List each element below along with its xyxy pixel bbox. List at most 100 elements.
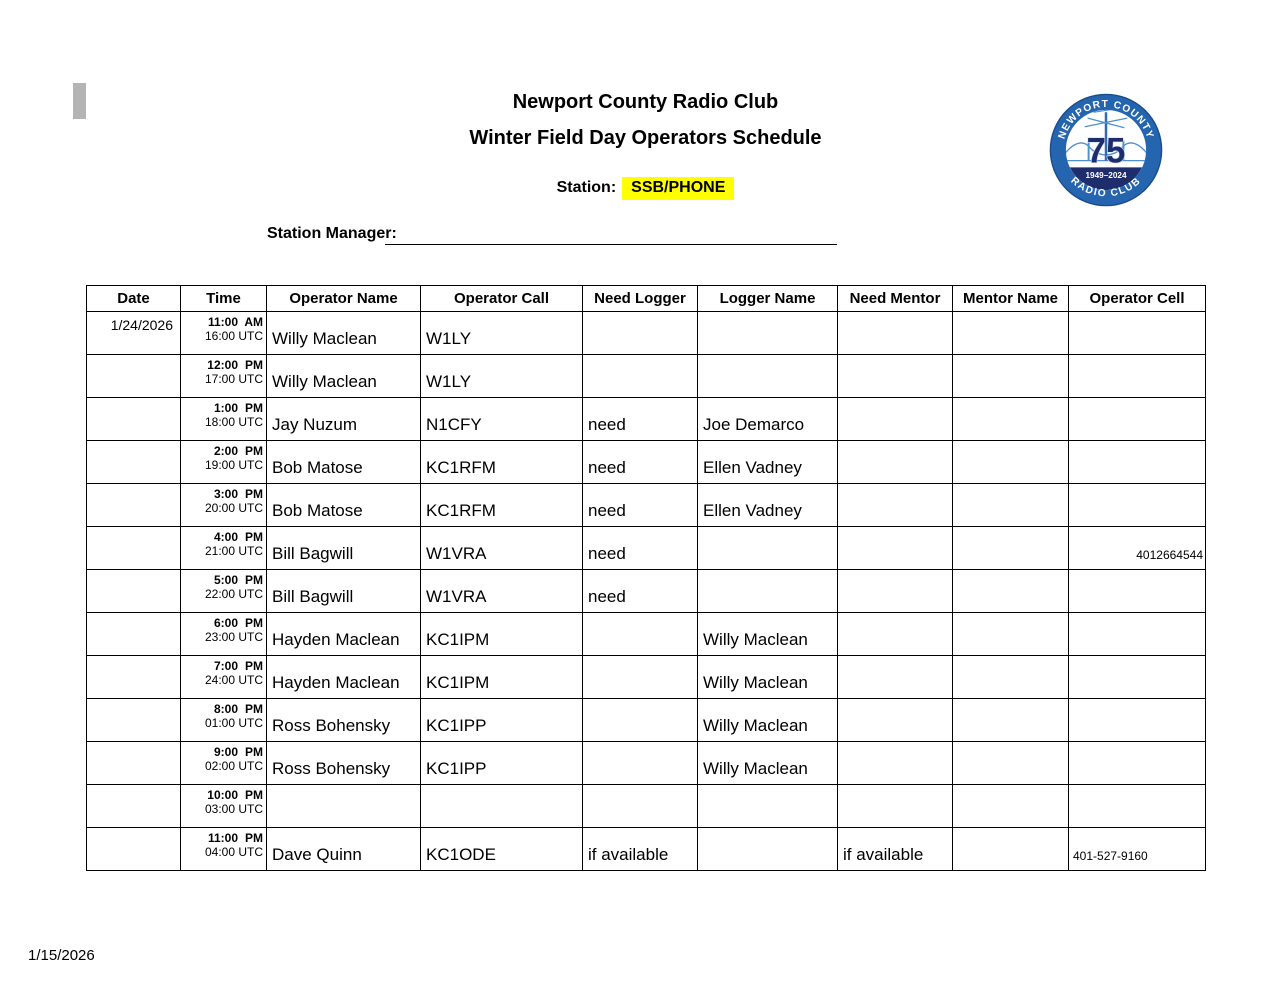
cell-operator-call: KC1IPP (420, 741, 583, 785)
cell-need-logger (582, 311, 698, 355)
cell-operator-cell (1068, 397, 1206, 441)
cell-date (86, 741, 181, 785)
cell-need-logger (582, 741, 698, 785)
time-meridiem: PM (245, 573, 263, 587)
cell-operator-cell (1068, 354, 1206, 398)
cell-logger-name (697, 784, 838, 828)
cell-operator-name: Hayden Maclean (266, 612, 421, 656)
time-local: 9:00 (213, 745, 238, 759)
cell-operator-cell (1068, 440, 1206, 484)
cell-need-mentor (837, 698, 953, 742)
cell-date (86, 784, 181, 828)
time-utc: 21:00 UTC (204, 544, 263, 558)
table-row: 1/24/2026 11:00 AM 16:00 UTC Willy Maclea… (86, 311, 1206, 355)
cell-logger-name: Ellen Vadney (697, 440, 838, 484)
cell-need-mentor (837, 741, 953, 785)
cell-date (86, 526, 181, 570)
cell-need-logger: if available (582, 827, 698, 871)
cell-mentor-name (952, 784, 1069, 828)
cell-time: 5:00 PM 22:00 UTC (180, 569, 267, 613)
cell-need-logger: need (582, 483, 698, 527)
cell-mentor-name (952, 311, 1069, 355)
time-utc: 18:00 UTC (204, 415, 263, 429)
cell-time: 6:00 PM 23:00 UTC (180, 612, 267, 656)
cell-operator-cell (1068, 612, 1206, 656)
time-local: 4:00 (213, 530, 238, 544)
cell-time: 8:00 PM 01:00 UTC (180, 698, 267, 742)
cell-operator-name: Ross Bohensky (266, 698, 421, 742)
time-local: 12:00 (207, 358, 238, 372)
table-row: 5:00 PM 22:00 UTC Bill Bagwill W1VRA need (86, 569, 1206, 613)
cell-need-mentor (837, 612, 953, 656)
cell-date: 1/24/2026 (86, 311, 181, 355)
table-row: 9:00 PM 02:00 UTC Ross Bohensky KC1IPP Wi… (86, 741, 1206, 785)
cell-operator-call: KC1RFM (420, 440, 583, 484)
cell-operator-call: W1VRA (420, 526, 583, 570)
cell-need-mentor (837, 311, 953, 355)
cell-operator-name: Bob Matose (266, 440, 421, 484)
time-utc: 22:00 UTC (204, 587, 263, 601)
cell-operator-cell (1068, 483, 1206, 527)
time-meridiem: PM (245, 616, 263, 630)
cell-need-logger (582, 612, 698, 656)
cell-operator-name: Willy Maclean (266, 311, 421, 355)
page-title-line1: Newport County Radio Club (512, 91, 779, 113)
cell-operator-name: Jay Nuzum (266, 397, 421, 441)
cell-mentor-name (952, 483, 1069, 527)
station-manager-blank-line (385, 230, 837, 245)
logo-anniversary-number: 75 (1087, 132, 1126, 171)
station-row: Station: SSB/PHONE (86, 177, 1205, 200)
cell-logger-name (697, 354, 838, 398)
table-row: 12:00 PM 17:00 UTC Willy Maclean W1LY (86, 354, 1206, 398)
time-utc: 19:00 UTC (204, 458, 263, 472)
table-row: 7:00 PM 24:00 UTC Hayden Maclean KC1IPM W… (86, 655, 1206, 699)
time-local: 10:00 (207, 788, 238, 802)
cell-need-logger (582, 698, 698, 742)
cell-date (86, 655, 181, 699)
column-header-mentor-name: Mentor Name (952, 285, 1069, 312)
table-row: 1:00 PM 18:00 UTC Jay Nuzum N1CFY need Jo… (86, 397, 1206, 441)
cell-operator-name: Hayden Maclean (266, 655, 421, 699)
cell-operator-cell (1068, 569, 1206, 613)
cell-logger-name (697, 569, 838, 613)
column-header-logger-name: Logger Name (697, 285, 838, 312)
time-utc: 24:00 UTC (204, 673, 263, 687)
page-title-line2: Winter Field Day Operators Schedule (469, 127, 822, 149)
cell-operator-call: KC1IPP (420, 698, 583, 742)
table-row: 8:00 PM 01:00 UTC Ross Bohensky KC1IPP Wi… (86, 698, 1206, 742)
column-header-need-mentor: Need Mentor (837, 285, 953, 312)
cell-logger-name: Joe Demarco (697, 397, 838, 441)
time-meridiem: PM (245, 745, 263, 759)
time-local: 11:00 (207, 315, 238, 329)
time-utc: 02:00 UTC (204, 759, 263, 773)
cell-operator-call: W1VRA (420, 569, 583, 613)
column-header-operator-name: Operator Name (266, 285, 421, 312)
cell-logger-name (697, 827, 838, 871)
station-value-highlight: SSB/PHONE (622, 177, 735, 200)
cell-need-mentor (837, 397, 953, 441)
cell-time: 10:00 PM 03:00 UTC (180, 784, 267, 828)
cell-operator-call: KC1ODE (420, 827, 583, 871)
cell-time: 11:00 AM 16:00 UTC (180, 311, 267, 355)
cell-logger-name: Ellen Vadney (697, 483, 838, 527)
cell-operator-cell (1068, 311, 1206, 355)
time-meridiem: PM (245, 530, 263, 544)
cell-mentor-name (952, 827, 1069, 871)
cell-need-logger: need (582, 526, 698, 570)
antenna-icon (1084, 109, 1128, 161)
club-logo: 75 1949–2024 NEWPORT COUNTY RADIO CLUB (1049, 93, 1163, 207)
cell-time: 3:00 PM 20:00 UTC (180, 483, 267, 527)
time-utc: 01:00 UTC (204, 716, 263, 730)
cell-need-mentor (837, 569, 953, 613)
time-local: 8:00 (213, 702, 238, 716)
cell-need-mentor: if available (837, 827, 953, 871)
cell-need-logger (582, 784, 698, 828)
cell-need-mentor (837, 354, 953, 398)
cell-time: 2:00 PM 19:00 UTC (180, 440, 267, 484)
cell-logger-name: Willy Maclean (697, 698, 838, 742)
cell-operator-call: W1LY (420, 354, 583, 398)
table-row: 4:00 PM 21:00 UTC Bill Bagwill W1VRA need… (86, 526, 1206, 570)
logo-banner (1069, 167, 1143, 191)
column-header-operator-cell: Operator Cell (1068, 285, 1206, 312)
cell-operator-call: N1CFY (420, 397, 583, 441)
